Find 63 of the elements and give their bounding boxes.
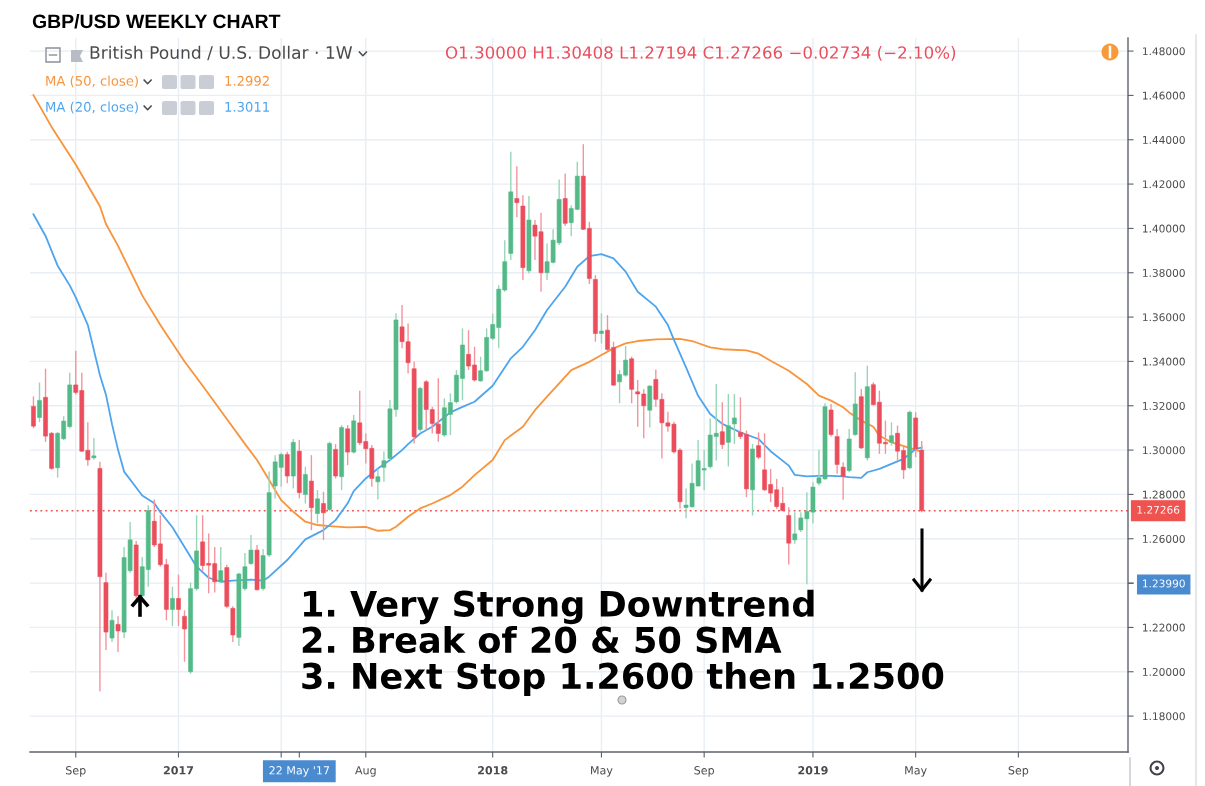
annotation: 1.3011 bbox=[225, 101, 269, 112]
annotation: 1. Very Strong Downtrend bbox=[303, 589, 814, 625]
x-tick-label: 2019 bbox=[798, 766, 828, 775]
candlestick bbox=[375, 467, 381, 501]
y-tick-label: 1.38000 bbox=[1143, 268, 1185, 277]
annotation: 3. Next Stop 1.2600 then 1.2500 bbox=[302, 662, 944, 696]
y-tick-label: 1.23990 bbox=[1143, 579, 1185, 588]
candlestick bbox=[732, 393, 737, 445]
candlestick bbox=[115, 615, 121, 653]
x-tick-label: Sep bbox=[66, 766, 86, 777]
x-tick-label: Aug bbox=[355, 766, 376, 777]
x-tick-label: May bbox=[905, 766, 927, 777]
x-tick-label: 22 May '17 bbox=[269, 766, 330, 777]
candlestick bbox=[37, 381, 42, 423]
candlestick bbox=[315, 489, 320, 525]
candlestick bbox=[599, 312, 604, 345]
series-label: MA (50, close) bbox=[46, 75, 138, 88]
y-tick-label: 1.22000 bbox=[1143, 623, 1185, 632]
candlestick bbox=[170, 585, 175, 627]
y-tick-label: 1.18000 bbox=[1143, 712, 1185, 721]
chart-subtitle: British Pound / U.S. Dollar · 1W bbox=[90, 45, 353, 61]
candlestick bbox=[182, 609, 187, 663]
chart-title: GBP/USD WEEKLY CHART bbox=[32, 13, 281, 29]
annotation: 2. Break of 20 & 50 SMA bbox=[302, 626, 782, 654]
x-tick-label: May bbox=[591, 766, 613, 777]
candlestick bbox=[381, 450, 387, 483]
y-tick-label: 1.36000 bbox=[1143, 313, 1185, 322]
y-tick-label: 1.44000 bbox=[1143, 135, 1185, 144]
candlestick bbox=[756, 431, 761, 460]
y-tick-label: 1.34000 bbox=[1143, 357, 1185, 366]
ref-line-label: 1.27266 bbox=[1137, 505, 1180, 514]
y-tick-label: 1.46000 bbox=[1143, 91, 1185, 100]
candlestick bbox=[792, 511, 798, 545]
candlestick bbox=[284, 451, 290, 485]
candlestick bbox=[719, 401, 725, 450]
x-tick-label: 2018 bbox=[478, 766, 508, 775]
candlestick bbox=[303, 466, 308, 505]
y-tick-label: 1.20000 bbox=[1143, 667, 1185, 676]
y-tick-label: 1.40000 bbox=[1143, 224, 1185, 233]
candlestick bbox=[248, 534, 254, 566]
x-tick-label: Sep bbox=[1008, 766, 1029, 777]
candlestick bbox=[91, 437, 97, 461]
y-tick-label: 1.28000 bbox=[1143, 490, 1185, 499]
annotation: 1.2992 bbox=[225, 75, 269, 86]
y-tick-label: 1.32000 bbox=[1143, 401, 1185, 410]
y-tick-label: 1.30000 bbox=[1143, 446, 1185, 455]
text: MA (20, close) bbox=[46, 101, 138, 114]
candlestick bbox=[889, 421, 894, 447]
candlestick bbox=[176, 573, 181, 627]
y-tick-label: 1.48000 bbox=[1143, 47, 1185, 56]
x-tick-label: 2017 bbox=[163, 766, 194, 775]
candlestick bbox=[218, 546, 224, 584]
annotation: O1.30000 H1.30408 L1.27194 C1.27266 −0.02734 (−2.10%) bbox=[445, 45, 956, 61]
candlestick bbox=[726, 393, 731, 468]
candlestick bbox=[840, 461, 846, 501]
candlestick bbox=[31, 395, 36, 429]
candlestick bbox=[109, 609, 115, 643]
y-tick-label: 1.26000 bbox=[1143, 534, 1185, 543]
line-series bbox=[32, 213, 923, 583]
x-tick-label: Sep bbox=[694, 766, 715, 777]
candlestick bbox=[345, 424, 350, 466]
candlestick bbox=[514, 165, 520, 219]
y-tick-label: 1.42000 bbox=[1143, 180, 1185, 189]
